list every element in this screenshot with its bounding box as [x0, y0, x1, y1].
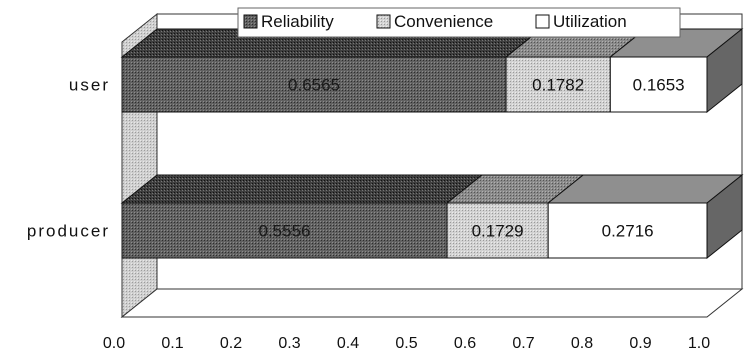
bar-segment-utilization-producer: 0.2716 — [546, 173, 744, 260]
legend-swatch-convenience — [376, 14, 391, 29]
bar-group-user: 0.6565 0.1782 0.1653 — [120, 27, 744, 114]
data-label-convenience-producer: 0.1729 — [472, 222, 524, 241]
legend-item-reliability: Reliability — [243, 12, 334, 31]
data-label-utilization-user: 0.1653 — [633, 76, 685, 95]
bar-group-producer: 0.5556 0.1729 0.2716 — [120, 173, 744, 260]
bar-segment-reliability-producer: 0.5556 — [120, 174, 484, 259]
data-label-utilization-producer: 0.2716 — [602, 222, 654, 241]
legend-swatch-utilization — [535, 14, 550, 29]
data-label-reliability-producer: 0.5556 — [259, 222, 311, 241]
bar-front-reliability-user — [121, 56, 507, 113]
x-tick-label-1-0: 1.0 — [688, 335, 710, 352]
category-labels: user producer — [27, 76, 110, 241]
x-tick-label-0-1: 0.1 — [161, 335, 183, 352]
bar-front-convenience-producer — [446, 202, 549, 259]
legend: Reliability Convenience Utilization — [237, 7, 681, 38]
x-tick-label-0-9: 0.9 — [629, 335, 651, 352]
legend-box — [237, 7, 681, 38]
bar-segment-reliability-user: 0.6565 — [120, 28, 543, 113]
bars: 0.6565 0.1782 0.1653 0.5556 0.1729 0.2716 — [120, 27, 744, 260]
legend-label-convenience: Convenience — [394, 12, 493, 31]
legend-label-utilization: Utilization — [553, 12, 627, 31]
bar-segment-utilization-user: 0.1653 — [608, 27, 744, 114]
x-tick-label-0-8: 0.8 — [571, 335, 593, 352]
legend-label-reliability: Reliability — [261, 12, 334, 31]
x-tick-labels: 0.0 0.1 0.2 0.3 0.4 0.5 0.6 0.7 0.8 0.9 1.0 — [103, 335, 710, 352]
bar-top-reliability-producer — [120, 174, 484, 204]
legend-swatch-reliability — [243, 14, 258, 29]
x-tick-label-0-4: 0.4 — [337, 335, 359, 352]
category-label-user: user — [69, 76, 110, 95]
bar-side-user — [706, 27, 743, 114]
legend-item-utilization: Utilization — [535, 12, 627, 31]
bar-front-utilization-producer — [547, 202, 708, 259]
x-tick-label-0-3: 0.3 — [278, 335, 300, 352]
x-tick-label-0-7: 0.7 — [512, 335, 534, 352]
bar-front-utilization-user — [609, 56, 708, 113]
data-label-convenience-user: 0.1782 — [532, 76, 584, 95]
bar-segment-convenience-producer: 0.1729 — [445, 174, 585, 259]
category-label-producer: producer — [27, 222, 110, 241]
x-tick-label-0-2: 0.2 — [220, 335, 242, 352]
x-tick-label-0-6: 0.6 — [454, 335, 476, 352]
x-tick-label-0-5: 0.5 — [395, 335, 417, 352]
bar-front-convenience-user — [505, 56, 611, 113]
legend-item-convenience: Convenience — [376, 12, 493, 31]
x-tick-label-0-0: 0.0 — [103, 335, 125, 352]
floor — [120, 288, 744, 318]
data-label-reliability-user: 0.6565 — [288, 76, 340, 95]
bar-side-producer — [706, 173, 743, 260]
